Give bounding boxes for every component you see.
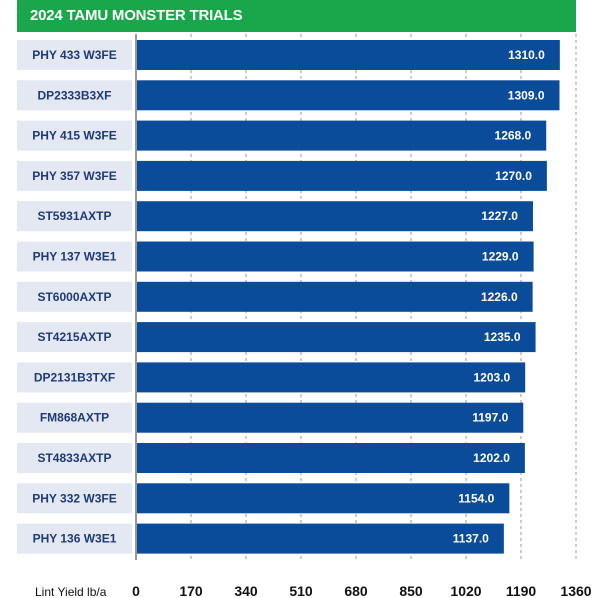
bar [137, 362, 526, 393]
chart-title: 2024 TAMU MONSTER TRIALS [30, 7, 243, 24]
data-label: 1137.0 [453, 532, 489, 546]
data-label: 1268.0 [495, 129, 532, 143]
x-tick-label: 1190 [506, 583, 537, 598]
category-label-box [17, 443, 132, 473]
category-label-box [17, 40, 132, 70]
category-label: DP2333B3XF [37, 88, 111, 102]
data-label: 1197.0 [472, 411, 508, 425]
x-tick-label: 340 [234, 583, 258, 598]
category-label: PHY 357 W3FE [32, 169, 116, 183]
bar [137, 40, 560, 70]
bar [137, 281, 533, 312]
x-tick-label: 850 [399, 583, 423, 598]
data-label: 1202.0 [473, 451, 510, 465]
bar [137, 443, 525, 473]
category-label-box [17, 362, 132, 393]
category-label: PHY 415 W3FE [32, 129, 116, 143]
category-label: DP2131B3TXF [34, 370, 115, 384]
category-label-box [17, 483, 132, 514]
category-label: ST5931AXTP [37, 209, 111, 223]
data-label: 1226.0 [481, 290, 518, 304]
bar [137, 523, 504, 554]
x-axis-title: Lint Yield lb/a [35, 585, 107, 598]
category-label: PHY 433 W3FE [32, 48, 116, 62]
category-label: FM868AXTP [40, 411, 109, 425]
bar [137, 483, 510, 514]
category-label-box [17, 402, 132, 433]
x-tick-label: 170 [179, 583, 203, 598]
data-label: 1309.0 [508, 88, 545, 102]
category-label: PHY 137 W3E1 [33, 250, 117, 264]
x-tick-label: 1360 [560, 583, 591, 598]
x-tick-label: 0 [132, 583, 140, 598]
category-label-box [17, 322, 132, 353]
category-label: PHY 332 W3FE [32, 491, 116, 505]
data-label: 1227.0 [481, 209, 518, 223]
data-label: 1229.0 [482, 250, 519, 264]
category-label-box [17, 120, 132, 151]
category-label-box [17, 201, 132, 232]
bar [137, 201, 533, 232]
bar [137, 241, 534, 272]
category-label: ST6000AXTP [37, 290, 111, 304]
data-label: 1203.0 [474, 370, 511, 384]
category-label: ST4215AXTP [37, 330, 111, 344]
bar [137, 120, 547, 151]
chart-title-bar: 2024 TAMU MONSTER TRIALS [17, 0, 576, 32]
category-label-box [17, 80, 132, 111]
bar [137, 160, 547, 191]
data-label: 1154.0 [458, 491, 494, 505]
x-tick-label: 510 [289, 583, 313, 598]
data-label: 1270.0 [495, 169, 532, 183]
bar [137, 80, 560, 111]
bar [137, 322, 536, 353]
data-label: 1235.0 [484, 330, 521, 344]
category-label-box [17, 523, 132, 554]
category-label-box [17, 281, 132, 312]
category-label: ST4833AXTP [37, 451, 111, 465]
bar [137, 402, 524, 433]
category-label-box [17, 160, 132, 191]
data-label: 1310.0 [508, 48, 545, 62]
x-tick-label: 680 [344, 583, 368, 598]
category-label-box [17, 241, 132, 272]
category-label: PHY 136 W3E1 [33, 532, 117, 546]
x-tick-label: 1020 [450, 583, 481, 598]
